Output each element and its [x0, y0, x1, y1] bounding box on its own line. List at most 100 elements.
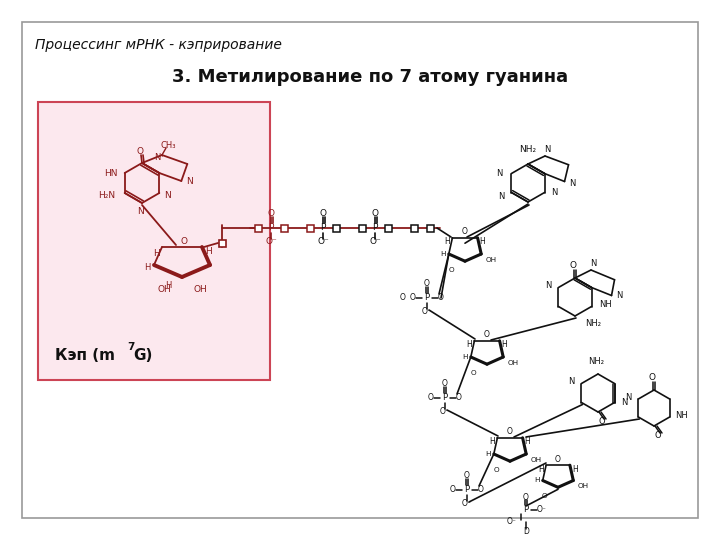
- Text: N: N: [164, 191, 171, 199]
- Text: H: H: [572, 465, 577, 474]
- Text: N: N: [570, 179, 576, 188]
- Text: O: O: [523, 492, 529, 502]
- Text: O⁻: O⁻: [537, 505, 547, 515]
- Bar: [384, 225, 392, 232]
- Text: O: O: [493, 467, 499, 473]
- Text: O: O: [464, 471, 470, 481]
- Bar: [281, 225, 287, 232]
- Text: O: O: [320, 210, 326, 219]
- Text: NH: NH: [599, 300, 612, 309]
- Text: N: N: [137, 206, 143, 215]
- Text: O: O: [570, 260, 577, 269]
- Text: P: P: [269, 224, 274, 233]
- Text: O: O: [599, 417, 606, 427]
- Text: O⁻: O⁻: [440, 408, 450, 416]
- Text: O⁻: O⁻: [317, 238, 329, 246]
- Text: 3. Метилирование по 7 атому гуанина: 3. Метилирование по 7 атому гуанина: [172, 68, 568, 86]
- Bar: [333, 225, 340, 232]
- Text: H: H: [539, 465, 544, 474]
- Text: O: O: [372, 210, 379, 219]
- Bar: [38, 102, 270, 380]
- Text: N: N: [186, 177, 193, 186]
- Text: O⁻: O⁻: [462, 500, 472, 509]
- Text: P: P: [372, 224, 378, 233]
- Text: O: O: [649, 373, 655, 381]
- Text: N: N: [496, 169, 503, 178]
- Text: O: O: [424, 280, 430, 288]
- Text: P: P: [442, 394, 448, 402]
- Text: H: H: [525, 437, 531, 446]
- Text: H: H: [485, 451, 490, 457]
- Text: H₂N: H₂N: [98, 191, 115, 199]
- Text: N: N: [544, 145, 550, 153]
- Text: N: N: [545, 281, 552, 290]
- Text: O: O: [484, 330, 490, 339]
- Text: G): G): [133, 348, 153, 363]
- Text: N: N: [590, 260, 596, 268]
- Text: H: H: [444, 237, 450, 246]
- Text: H: H: [165, 280, 171, 289]
- Text: OH: OH: [157, 285, 171, 294]
- Text: NH₂: NH₂: [519, 145, 536, 154]
- Text: OH: OH: [577, 483, 589, 489]
- Bar: [218, 240, 225, 246]
- Text: N: N: [625, 393, 631, 402]
- Text: N: N: [568, 377, 575, 386]
- Text: NH₂: NH₂: [588, 356, 604, 366]
- Text: N: N: [616, 291, 623, 300]
- Text: O: O: [654, 431, 661, 441]
- Text: OH: OH: [193, 285, 207, 294]
- Text: O⁻: O⁻: [422, 307, 432, 316]
- Text: H: H: [440, 251, 446, 257]
- Text: HN: HN: [104, 168, 117, 178]
- Text: N: N: [621, 398, 628, 407]
- Text: O: O: [137, 146, 143, 156]
- Text: O: O: [450, 485, 456, 495]
- Text: H: H: [480, 237, 485, 246]
- Text: H: H: [534, 477, 539, 483]
- Text: O: O: [507, 427, 513, 436]
- Text: O: O: [438, 294, 444, 302]
- Text: P: P: [320, 224, 325, 233]
- Bar: [307, 225, 313, 232]
- Text: O: O: [541, 494, 546, 500]
- Text: D: D: [523, 528, 529, 537]
- Text: O: O: [470, 370, 476, 376]
- Bar: [359, 225, 366, 232]
- Text: O: O: [442, 380, 448, 388]
- Text: O: O: [555, 455, 561, 464]
- Text: O: O: [462, 227, 468, 236]
- Text: O⁻: O⁻: [507, 517, 517, 526]
- Text: H: H: [490, 437, 495, 446]
- Text: H: H: [153, 248, 161, 258]
- Text: OH: OH: [508, 360, 519, 366]
- Text: H: H: [467, 340, 472, 349]
- Text: H: H: [462, 354, 467, 360]
- Text: NH₂: NH₂: [585, 320, 601, 328]
- Text: O⁻: O⁻: [369, 238, 381, 246]
- Bar: [410, 225, 418, 232]
- Text: N⁺: N⁺: [155, 152, 166, 161]
- Text: N: N: [498, 192, 505, 201]
- Bar: [254, 225, 261, 232]
- Text: O: O: [448, 267, 454, 273]
- Text: O: O: [268, 210, 274, 219]
- Text: P: P: [464, 485, 469, 495]
- Text: H: H: [206, 246, 212, 255]
- Text: O: O: [456, 394, 462, 402]
- Text: O: O: [478, 485, 484, 495]
- Text: P: P: [424, 294, 430, 302]
- Text: O: O: [181, 237, 187, 246]
- Text: Кэп (m: Кэп (m: [55, 348, 115, 363]
- Text: OH: OH: [485, 257, 497, 263]
- Text: O: O: [428, 394, 434, 402]
- Text: N: N: [552, 188, 558, 197]
- Text: O: O: [400, 294, 406, 302]
- Text: O: O: [410, 294, 416, 302]
- Text: NH: NH: [675, 410, 688, 420]
- Text: P: P: [523, 505, 528, 515]
- Text: Процессинг мРНК - кэприрование: Процессинг мРНК - кэприрование: [35, 38, 282, 52]
- Text: H: H: [144, 262, 150, 272]
- Text: H: H: [502, 340, 508, 349]
- Bar: [426, 225, 433, 232]
